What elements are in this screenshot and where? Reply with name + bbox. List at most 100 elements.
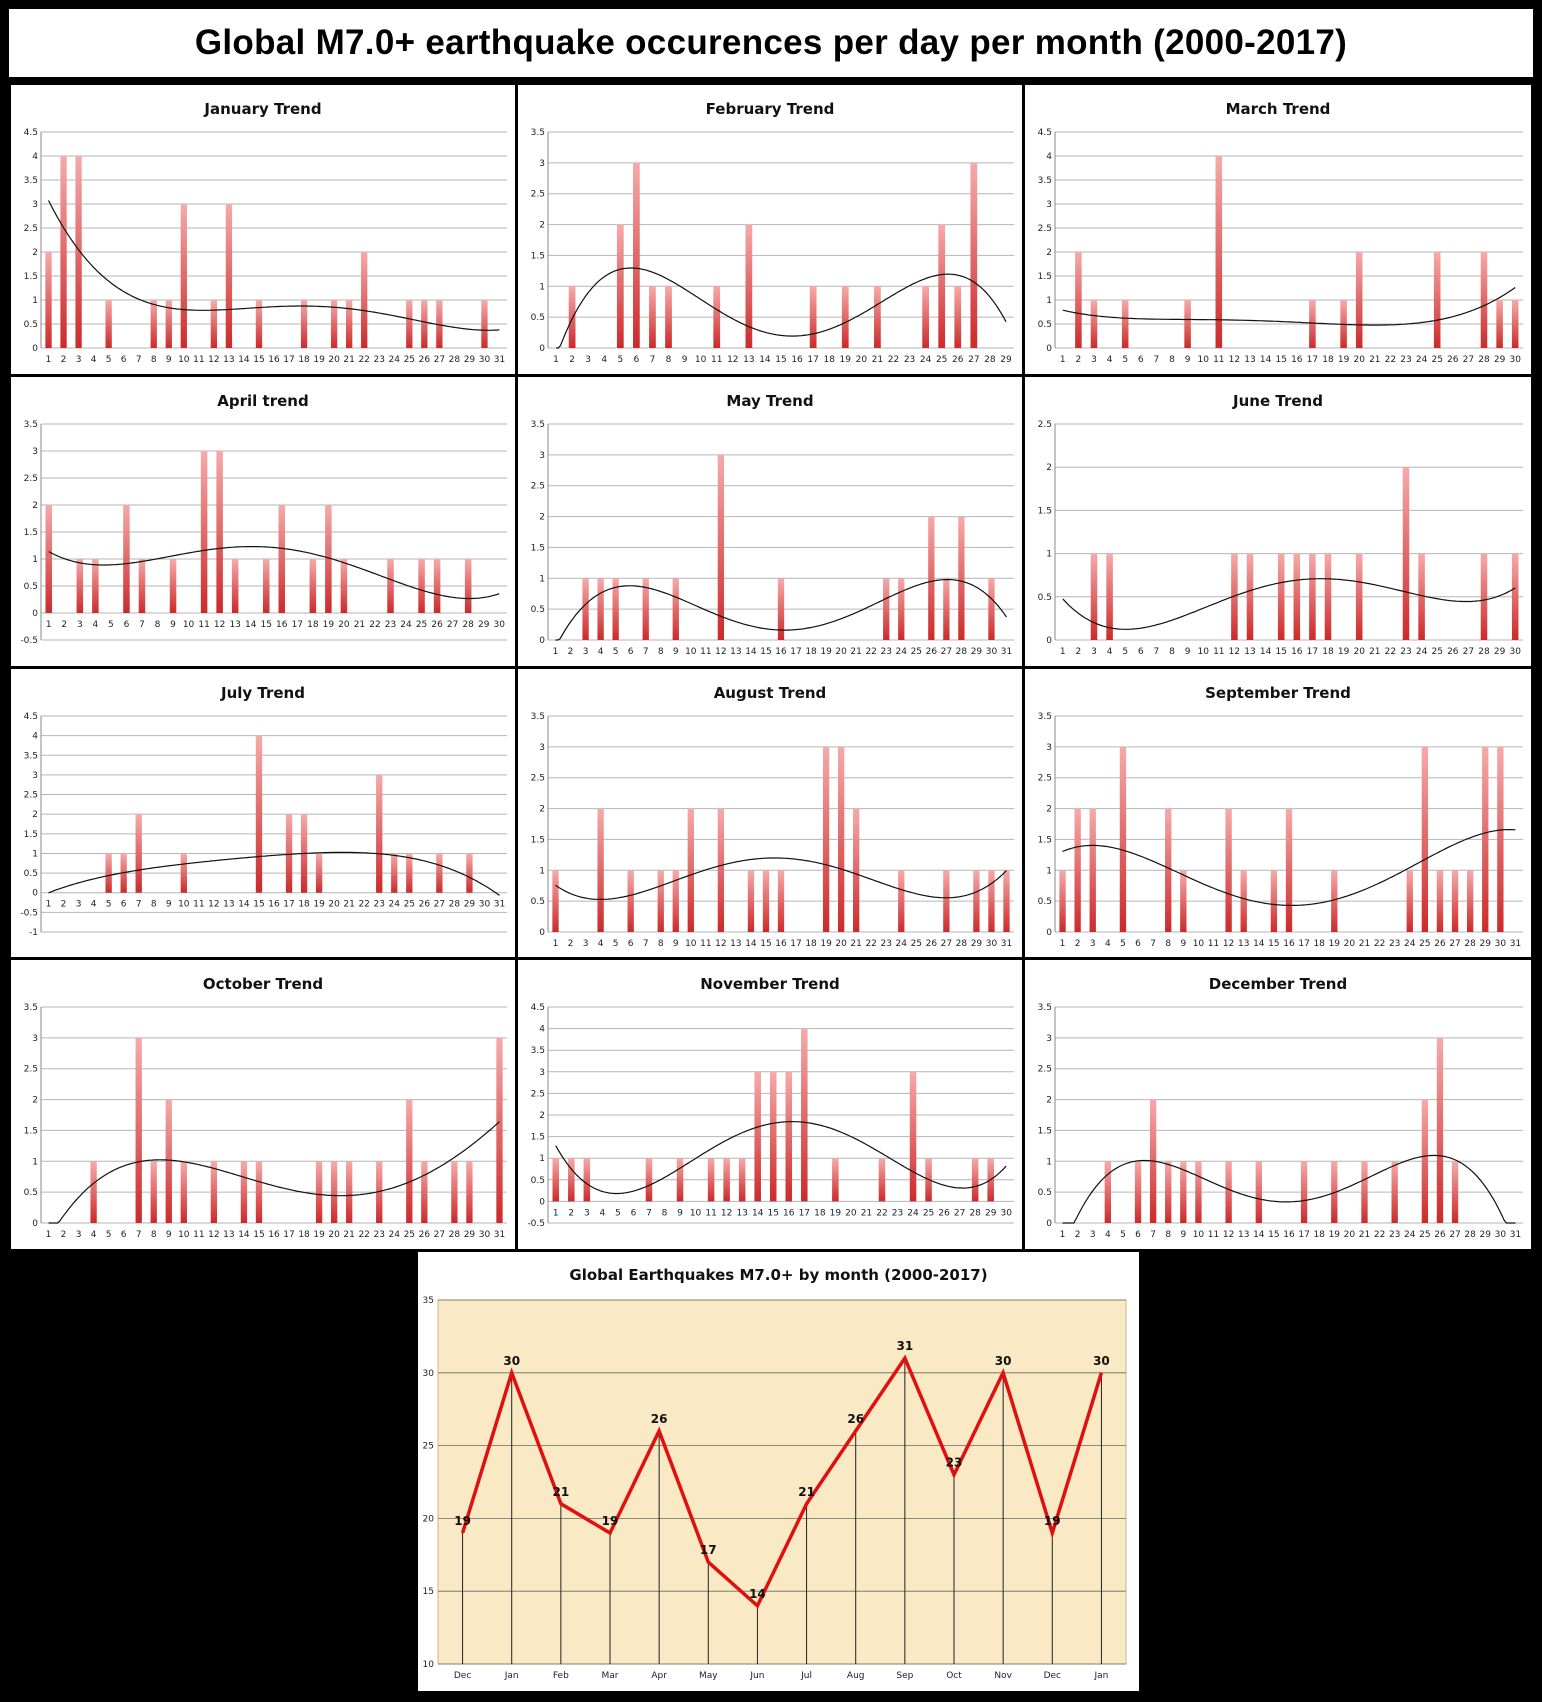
bar-chart-svg: July Trend-1-0.500.511.522.533.544.51 2 3 4… xyxy=(20,684,507,938)
bar xyxy=(552,1158,560,1202)
x-tick-label: 8 xyxy=(151,1230,157,1240)
y-tick-label: -0.5 xyxy=(20,636,38,646)
bar xyxy=(1436,870,1444,932)
bar xyxy=(210,300,218,348)
y-tick-label: 0.5 xyxy=(531,313,545,323)
bar xyxy=(627,870,634,932)
x-tick-label: 11 xyxy=(1213,647,1224,657)
gridlines xyxy=(1055,1006,1523,1224)
y-tick-label: 1.5 xyxy=(24,1126,38,1136)
bar xyxy=(1277,553,1285,640)
bar xyxy=(1225,1161,1232,1223)
x-tick-label: 21 xyxy=(343,355,354,365)
y-tick-label: 2 xyxy=(1046,1096,1052,1106)
bar xyxy=(315,853,323,893)
bar xyxy=(45,252,52,348)
x-tick-label: 28 xyxy=(1464,939,1476,949)
x-tick-label: 3 xyxy=(77,620,83,630)
y-tick-label: 3 xyxy=(1046,200,1052,210)
y-tick-label: 2.5 xyxy=(531,1089,545,1099)
x-tick-label: 27 xyxy=(968,355,979,365)
x-tick-label: Feb xyxy=(553,1671,569,1681)
x-tick-label: 28 xyxy=(449,355,461,365)
x-tick-label: 16 xyxy=(1283,1230,1295,1240)
bar xyxy=(1059,870,1066,932)
y-tick-label: 3 xyxy=(1046,1034,1052,1044)
x-tick-label: 1 xyxy=(46,355,52,365)
x-tick-label: 3 xyxy=(584,1208,590,1218)
y-tick-label: 0 xyxy=(539,928,545,938)
x-tick-label: 8 xyxy=(662,1208,668,1218)
x-tick-label: 21 xyxy=(354,620,365,630)
bar xyxy=(612,578,619,640)
x-tick-label: 11 xyxy=(1208,939,1219,949)
x-tick-label: 8 xyxy=(1165,939,1171,949)
bar xyxy=(1309,300,1316,348)
x-tick-label: 19 xyxy=(313,900,325,910)
x-tick-label: 25 xyxy=(1419,939,1430,949)
y-tick-label: 4 xyxy=(1046,152,1052,162)
x-tick-label: 22 xyxy=(358,355,369,365)
x-tick-label: 5 xyxy=(617,355,623,365)
x-tick-label: 18 xyxy=(1322,647,1334,657)
month-chart-september: September Trend 0 0.5 1 1.5 2 2.5 3 3.5 1 2 3 4 5 6 7 8 9… xyxy=(1025,669,1531,957)
x-tick-label: 7 xyxy=(646,1208,652,1218)
bar xyxy=(1355,252,1363,348)
chart-title: May Trend xyxy=(726,392,813,410)
x-tick-label: 6 xyxy=(121,900,127,910)
x-tick-label: 3 xyxy=(76,1230,82,1240)
x-tick-label: 5 xyxy=(1120,1230,1126,1240)
chart-title: June Trend xyxy=(1232,392,1323,410)
bar xyxy=(123,505,130,613)
bar xyxy=(642,578,649,640)
x-tick-label: 9 xyxy=(673,647,679,657)
x-tick-label: 4 xyxy=(1107,647,1113,657)
y-tick-label: 1.5 xyxy=(1038,1126,1052,1136)
x-tick-label: 11 xyxy=(193,900,204,910)
x-tick-label: 16 xyxy=(783,1208,795,1218)
y-tick-label: 0.5 xyxy=(1038,593,1052,603)
x-tick-label: 11 xyxy=(193,1230,204,1240)
x-tick-label: 24 xyxy=(1404,939,1416,949)
x-tick-label: 5 xyxy=(106,355,112,365)
x-tick-label: 10 xyxy=(695,355,707,365)
y-tick-label: 25 xyxy=(423,1442,434,1452)
x-tick-label: 27 xyxy=(1463,355,1474,365)
x-tick-label: 30 xyxy=(986,939,998,949)
x-tick-label: 6 xyxy=(124,620,130,630)
gridlines xyxy=(1055,423,1523,641)
bar xyxy=(1225,808,1232,932)
x-tick-label: 23 xyxy=(1389,939,1400,949)
x-tick-label: Jan xyxy=(1093,1671,1108,1681)
x-tick-label: 24 xyxy=(389,900,401,910)
y-tick-label: 4.5 xyxy=(1038,128,1052,138)
x-tick-label: 4 xyxy=(92,620,98,630)
x-tick-label: 24 xyxy=(389,1230,401,1240)
month-chart-march: March Trend 0 0.5 1 1.5 2 2.5 3 3.5 4 4.5 1 2 3 4 5 6 7 8 9… xyxy=(1025,85,1531,374)
bar xyxy=(1402,467,1410,640)
y-tick-label: 0 xyxy=(1046,636,1052,646)
y-tick-label: 3.5 xyxy=(1038,712,1052,722)
data-label: 19 xyxy=(1044,1514,1061,1528)
x-tick-label: 13 xyxy=(1238,939,1249,949)
x-tick-label: Oct xyxy=(946,1671,962,1681)
y-tick-label: 1.5 xyxy=(24,528,38,538)
bar xyxy=(1497,746,1504,932)
bar xyxy=(958,516,965,640)
x-tick-label: 29 xyxy=(464,900,476,910)
y-tick-label: 35 xyxy=(423,1296,434,1306)
y-tick-label: 2 xyxy=(539,221,545,231)
x-tick-label: 18 xyxy=(805,647,817,657)
chart-title: Global Earthquakes M7.0+ by month (2000-… xyxy=(569,1266,987,1284)
x-tick-label: 25 xyxy=(936,355,947,365)
bar xyxy=(723,1158,730,1202)
x-tick-label: 22 xyxy=(865,939,876,949)
y-tick-label: 1 xyxy=(32,555,38,565)
y-tick-label: 1.5 xyxy=(531,251,545,261)
bar xyxy=(1231,553,1238,640)
y-tick-label: 3.5 xyxy=(24,1003,38,1013)
x-tick-label: 13 xyxy=(743,355,754,365)
x-tick-label: 2 xyxy=(61,355,67,365)
x-tick-label: 4 xyxy=(599,1208,605,1218)
